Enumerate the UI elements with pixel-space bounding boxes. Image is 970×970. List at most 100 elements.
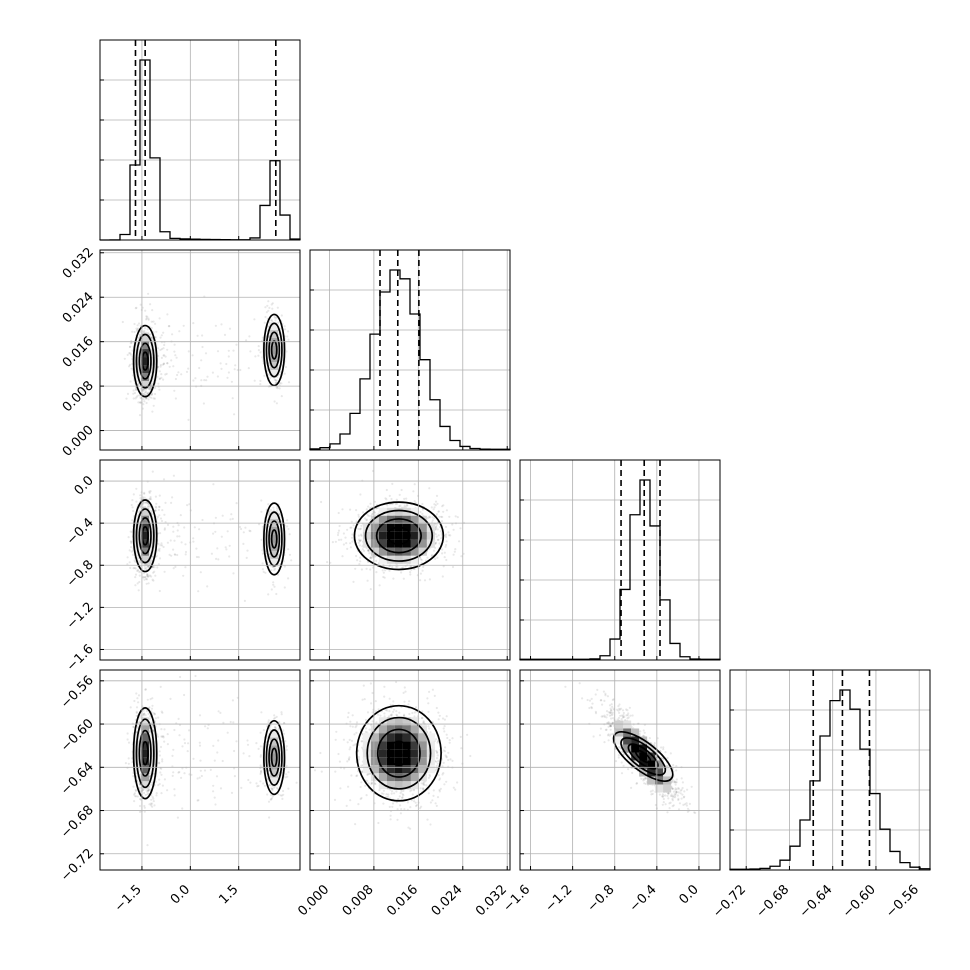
scatter-dot — [163, 570, 166, 573]
scatter-dot — [287, 548, 290, 551]
scatter-dot — [264, 306, 267, 309]
scatter-dot — [147, 318, 150, 321]
scatter-dot — [172, 548, 175, 551]
scatter-dot — [157, 382, 160, 385]
scatter-dot — [153, 386, 157, 389]
scatter-dot — [254, 355, 257, 358]
scatter-dot — [143, 492, 146, 495]
scatter-dot — [135, 692, 138, 695]
scatter-dot — [270, 798, 273, 801]
scatter-dot — [143, 329, 146, 332]
scatter-dot — [173, 553, 176, 556]
scatter-dot — [278, 373, 282, 376]
scatter-dot — [138, 810, 142, 814]
scatter-dot — [144, 576, 147, 579]
scatter-dot — [458, 540, 461, 543]
scatter-dot — [127, 536, 130, 539]
scatter-dot — [358, 563, 361, 566]
scatter-dot — [148, 395, 151, 398]
scatter-dot — [276, 387, 279, 390]
scatter-dot — [159, 336, 162, 339]
scatter-dot — [133, 566, 136, 570]
scatter-dot — [144, 714, 147, 717]
scatter-dot — [285, 745, 288, 748]
scatter-dot — [168, 325, 171, 328]
scatter-dot — [129, 566, 132, 570]
scatter-dot — [178, 734, 181, 737]
scatter-dot — [259, 780, 262, 783]
scatter-dot — [128, 363, 131, 366]
scatter-dot — [271, 795, 274, 798]
scatter-dot — [130, 542, 133, 545]
scatter-dot — [170, 359, 173, 362]
scatter-dot — [158, 557, 162, 560]
scatter-dot — [222, 721, 225, 724]
density-cell — [141, 515, 150, 524]
scatter-dot — [150, 336, 153, 339]
scatter-dot — [126, 353, 129, 356]
scatter-dot — [282, 732, 286, 736]
scatter-dot — [151, 726, 154, 730]
scatter-dot — [150, 326, 153, 330]
scatter-dot — [151, 796, 154, 799]
density-contour — [138, 729, 152, 777]
scatter-dot — [142, 576, 145, 579]
scatter-dot — [246, 743, 250, 746]
scatter-dot — [135, 500, 138, 503]
scatter-dot — [129, 706, 132, 709]
scatter-dot — [435, 523, 438, 526]
scatter-dot — [436, 528, 439, 531]
scatter-dot — [215, 557, 218, 561]
scatter-dot — [270, 797, 273, 800]
scatter-dot — [165, 372, 168, 375]
scatter-dot — [154, 505, 157, 508]
density-contour — [268, 331, 281, 369]
scatter-dot — [144, 688, 147, 691]
scatter-dot — [174, 354, 177, 357]
density-cell — [149, 515, 158, 524]
scatter-dot — [154, 780, 157, 783]
scatter-dot — [158, 377, 161, 380]
scatter-dot — [435, 535, 438, 538]
scatter-dot — [346, 547, 349, 551]
scatter-dot — [187, 418, 190, 421]
scatter-dot — [149, 730, 152, 733]
scatter-dot — [440, 520, 444, 523]
scatter-dot — [176, 535, 179, 538]
density-cell — [270, 510, 279, 519]
scatter-dot — [199, 769, 202, 772]
scatter-dot — [159, 685, 162, 689]
scatter-dot — [206, 727, 209, 730]
scatter-dot — [153, 566, 156, 569]
scatter-dot — [274, 381, 277, 385]
scatter-dot — [143, 331, 146, 334]
scatter-dot — [385, 498, 388, 501]
scatter-dot — [143, 576, 147, 579]
scatter-dot — [134, 584, 137, 587]
scatter-dot — [158, 505, 161, 508]
scatter-dot — [136, 795, 139, 798]
scatter-dot — [145, 390, 148, 393]
scatter-dot — [267, 309, 270, 312]
scatter-dot — [259, 764, 262, 767]
scatter-dot — [273, 714, 276, 717]
scatter-dot — [209, 768, 212, 772]
scatter-dot — [142, 709, 145, 712]
scatter-dot — [217, 710, 220, 713]
density-contour — [270, 747, 278, 768]
scatter-dot — [151, 578, 154, 581]
scatter-dot — [161, 509, 164, 512]
scatter-dot — [286, 519, 289, 522]
scatter-dot — [141, 506, 145, 509]
scatter-dot — [145, 573, 149, 576]
scatter-dot — [126, 738, 129, 741]
scatter-dot — [133, 800, 136, 803]
scatter-dot — [272, 786, 276, 789]
scatter-dot — [139, 560, 142, 563]
scatter-dot — [267, 800, 271, 803]
scatter-dot — [203, 769, 207, 772]
scatter-dot — [151, 382, 154, 385]
scatter-dot — [132, 785, 135, 788]
scatter-dot — [150, 396, 153, 399]
